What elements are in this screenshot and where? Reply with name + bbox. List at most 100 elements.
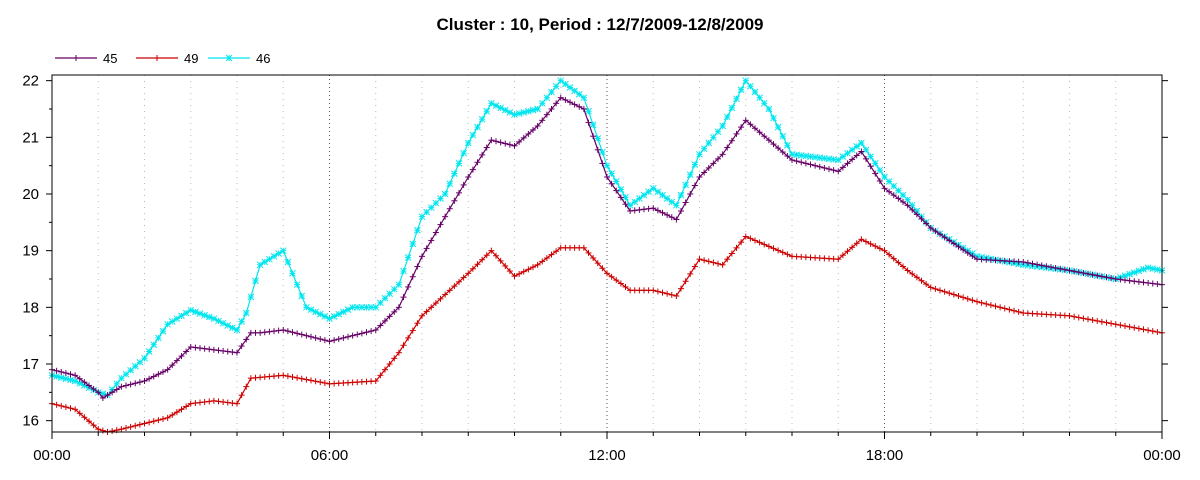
- plot-frame: [51, 74, 1163, 433]
- data-point: [275, 327, 282, 334]
- data-point: [974, 298, 980, 305]
- data-point: [941, 234, 948, 241]
- data-point: [770, 141, 777, 148]
- data-point: [760, 99, 768, 107]
- data-point: [113, 386, 120, 393]
- data-point: [294, 330, 301, 337]
- data-point: [1011, 307, 1017, 314]
- data-point: [372, 327, 379, 333]
- data-point: [937, 287, 943, 294]
- legend-marker: [225, 54, 233, 62]
- data-point: [876, 245, 883, 252]
- data-point: [1117, 276, 1124, 283]
- data-point: [719, 122, 726, 130]
- data-point: [640, 191, 648, 199]
- data-point: [645, 205, 652, 212]
- data-point: [1075, 269, 1082, 276]
- data-point: [594, 146, 601, 153]
- data-point: [1085, 316, 1091, 323]
- data-point: [451, 197, 458, 204]
- data-point: [159, 327, 167, 335]
- data-point: [886, 251, 893, 258]
- data-point: [663, 195, 671, 202]
- data-point: [76, 410, 83, 417]
- data-point: [446, 180, 454, 188]
- data-point: [441, 190, 449, 198]
- data-point: [747, 82, 754, 90]
- data-point: [1057, 265, 1064, 272]
- data-point: [432, 229, 439, 236]
- y-tick-label: 16: [22, 413, 39, 430]
- data-point: [946, 237, 953, 244]
- data-point: [428, 237, 435, 244]
- data-point: [442, 291, 449, 298]
- data-point: [150, 418, 157, 425]
- data-point: [534, 261, 541, 268]
- data-point: [1071, 313, 1078, 320]
- data-point: [580, 106, 587, 112]
- data-point: [58, 368, 65, 375]
- data-point: [391, 355, 398, 362]
- data-point: [109, 389, 116, 396]
- data-point: [756, 129, 763, 136]
- data-point: [909, 270, 916, 277]
- data-point: [696, 256, 703, 263]
- data-point: [182, 309, 190, 317]
- data-point: [220, 398, 227, 405]
- data-point: [284, 328, 291, 335]
- data-point: [705, 139, 713, 147]
- data-point: [280, 327, 287, 333]
- x-tick-label: 00:00: [1143, 447, 1181, 464]
- data-point: [349, 332, 356, 339]
- data-point: [224, 399, 231, 406]
- data-point: [834, 156, 842, 164]
- data-point: [405, 334, 412, 341]
- data-point: [580, 244, 587, 251]
- data-point: [72, 372, 79, 379]
- data-point: [1048, 264, 1054, 271]
- data-point: [90, 422, 97, 429]
- data-point: [895, 195, 902, 202]
- data-point: [391, 308, 398, 315]
- data-point: [761, 133, 768, 140]
- data-point: [1112, 276, 1119, 282]
- data-point: [474, 123, 481, 131]
- data-point: [742, 233, 749, 240]
- data-point: [849, 244, 856, 251]
- data-point: [520, 268, 527, 275]
- data-point: [192, 344, 199, 351]
- data-point: [516, 138, 523, 145]
- data-point: [224, 348, 231, 355]
- data-point: [146, 419, 153, 426]
- data-point: [95, 389, 102, 396]
- data-point: [950, 291, 957, 298]
- data-point: [789, 157, 795, 163]
- data-point: [183, 403, 190, 410]
- data-point: [562, 96, 569, 103]
- series-45: [49, 94, 1165, 401]
- data-point: [987, 302, 994, 309]
- data-point: [215, 398, 222, 405]
- data-point: [289, 269, 296, 277]
- data-point: [844, 160, 851, 167]
- data-point: [580, 94, 588, 102]
- data-point: [1094, 317, 1101, 324]
- data-point: [197, 345, 203, 352]
- data-point: [377, 322, 384, 329]
- data-point: [849, 156, 856, 163]
- data-point: [1034, 261, 1041, 268]
- data-point: [779, 132, 787, 140]
- data-point: [331, 337, 338, 344]
- data-point: [677, 191, 685, 199]
- y-tick-label: 17: [22, 356, 39, 373]
- data-point: [705, 258, 712, 265]
- legend-item-46: 46: [208, 51, 270, 66]
- data-point: [562, 80, 569, 88]
- data-point: [81, 414, 88, 421]
- data-point: [650, 205, 657, 212]
- data-point: [178, 353, 185, 360]
- data-point: [867, 163, 874, 170]
- data-point: [802, 160, 809, 167]
- data-point: [469, 131, 477, 139]
- data-point: [835, 256, 842, 263]
